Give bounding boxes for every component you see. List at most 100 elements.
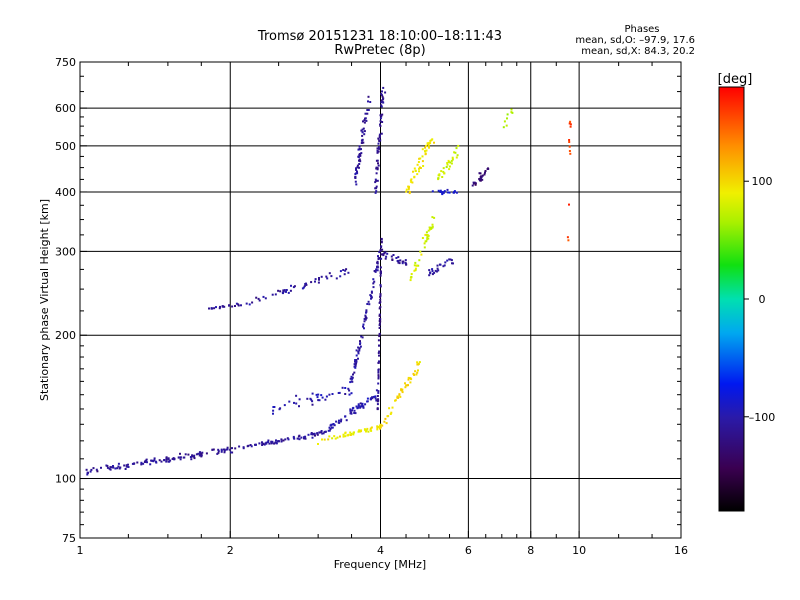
scatter-point-o (348, 393, 351, 396)
scatter-point-o (366, 112, 369, 115)
scatter-point-o (314, 280, 316, 283)
scatter-point-o (351, 376, 354, 379)
scatter-point-x (427, 229, 430, 232)
scatter-point-o (116, 467, 119, 470)
scatter-point-o (375, 159, 378, 162)
scatter-point-x (334, 437, 337, 440)
scatter-point-o (357, 404, 360, 407)
scatter-point-o (324, 398, 327, 401)
scatter-point-o (375, 190, 378, 193)
scatter-point-o (191, 455, 193, 458)
scatter-point-x (421, 160, 424, 163)
scatter-point-x (425, 231, 428, 234)
scatter-point-o (380, 92, 383, 95)
scatter-point-x (360, 429, 363, 432)
scatter-point-o (171, 458, 174, 460)
scatter-point-o (405, 263, 408, 266)
scatter-point-o (359, 153, 362, 156)
scatter-point-x (413, 374, 416, 376)
scatter-point-o (443, 190, 446, 193)
scatter-point-o (379, 125, 382, 127)
scatter-point-o (368, 303, 371, 306)
scatter-point-o (359, 154, 362, 157)
scatter-point-o (373, 270, 376, 272)
scatter-point-o (246, 445, 249, 448)
scatter-point-o (282, 439, 285, 442)
scatter-point-o (352, 373, 354, 376)
scatter-point-o (378, 350, 381, 353)
scatter-point-o (357, 352, 360, 355)
scatter-point-o (211, 307, 214, 310)
scatter-point-x (414, 370, 417, 373)
scatter-point-o (95, 468, 98, 471)
colorbar-label: [deg] (718, 72, 753, 87)
scatter-point-x (457, 144, 460, 147)
scatter-point-o (379, 320, 382, 323)
scatter-point-o (355, 183, 358, 186)
scatter-point-x (415, 264, 418, 267)
scatter-point-o (439, 263, 442, 266)
scatter-point-o (322, 432, 325, 435)
scatter-point-o (307, 433, 310, 436)
scatter-point-x (568, 139, 571, 141)
scatter-point-o (370, 297, 372, 300)
scatter-point-o (428, 274, 431, 277)
scatter-point-o (363, 130, 366, 133)
scatter-point-x (566, 236, 569, 239)
scatter-point-x (404, 382, 406, 385)
scatter-point-o (404, 261, 407, 264)
scatter-point-o (379, 294, 382, 297)
scatter-point-o (402, 260, 405, 263)
scatter-point-o (431, 270, 434, 273)
scatter-point-o (484, 170, 487, 172)
scatter-point-o (473, 182, 475, 185)
scatter-point-o (377, 368, 380, 371)
scatter-point-o (378, 317, 381, 320)
scatter-point-o (326, 277, 329, 280)
scatter-point-o (436, 267, 439, 270)
scatter-point-x (433, 216, 436, 219)
scatter-point-x (424, 150, 427, 153)
scatter-point-o (378, 344, 380, 347)
scatter-point-o (376, 265, 379, 268)
scatter-point-o (344, 393, 347, 395)
axis-ticks: 1 2 4 6 8 10 16 75 100 200 300 400 500 600 750 (55, 56, 688, 557)
scatter-point-x (427, 145, 430, 148)
scatter-point-o (168, 460, 171, 463)
scatter-point-o (282, 290, 285, 293)
scatter-point-o (274, 441, 277, 444)
scatter-point-o (142, 462, 145, 465)
scatter-point-o (356, 170, 358, 173)
scatter-point-o (163, 459, 166, 461)
scatter-point-o (316, 433, 319, 436)
scatter-point-x (429, 139, 432, 142)
scatter-point-o (318, 278, 320, 281)
scatter-point-o (234, 305, 236, 307)
scatter-point-o (377, 361, 380, 364)
scatter-point-o (330, 423, 333, 426)
scatter-point-o (376, 403, 379, 406)
scatter-point-o (431, 190, 434, 193)
scatter-point-x (420, 253, 423, 256)
scatter-point-o (324, 430, 327, 433)
scatter-point-o (367, 100, 369, 103)
scatter-point-o (378, 251, 381, 254)
scatter-point-o (358, 145, 361, 148)
scatter-point-o (270, 440, 273, 443)
scatter-point-o (150, 459, 153, 462)
scatter-point-o (377, 255, 379, 258)
scatter-point-o (479, 176, 482, 178)
scatter-point-o (352, 406, 355, 409)
scatter-point-o (378, 133, 381, 136)
scatter-point-o (288, 400, 291, 403)
scatter-point-x (419, 167, 422, 169)
scatter-point-o (125, 465, 128, 468)
scatter-point-o (479, 178, 482, 181)
scatter-point-o (371, 397, 374, 400)
scatter-point-o (363, 318, 366, 320)
scatter-point-o (228, 304, 231, 307)
scatter-point-x (410, 377, 412, 380)
scatter-point-o (354, 180, 357, 183)
scatter-point-o (340, 420, 342, 423)
scatter-point-o (347, 271, 350, 274)
